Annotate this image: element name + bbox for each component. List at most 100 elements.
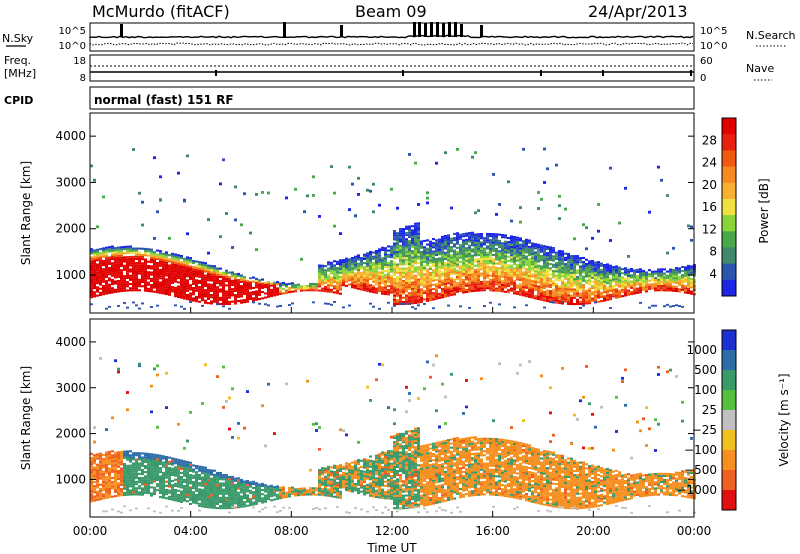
heatmap-cell	[447, 282, 450, 285]
heatmap-cell	[633, 275, 636, 278]
heatmap-cell	[132, 276, 135, 279]
heatmap-cell	[477, 268, 480, 271]
heatmap-cell	[213, 480, 216, 483]
heatmap-cell	[258, 487, 261, 490]
heatmap-cell	[303, 493, 306, 496]
heatmap-cell	[468, 290, 471, 293]
heatmap-cell	[189, 496, 192, 499]
heatmap-cell	[498, 252, 501, 255]
heatmap-cell	[384, 284, 387, 287]
heatmap-cell	[159, 471, 162, 474]
heatmap-cell	[162, 461, 165, 464]
heatmap-cell	[195, 289, 198, 292]
heatmap-cell	[270, 499, 273, 502]
heatmap-cell	[384, 286, 387, 289]
heatmap-cell	[183, 280, 186, 283]
heatmap-cell	[486, 241, 489, 244]
heatmap-cell	[153, 290, 156, 293]
heatmap-cell	[531, 269, 534, 272]
heatmap-cell	[192, 499, 195, 502]
heatmap-cell	[111, 291, 114, 294]
heatmap-cell	[288, 487, 291, 490]
heatmap-cell	[465, 249, 468, 252]
heatmap-cell	[102, 487, 105, 490]
heatmap-cell	[555, 293, 558, 296]
heatmap-cell	[159, 469, 162, 472]
heatmap-cell	[585, 300, 588, 303]
heatmap-cell	[156, 464, 159, 467]
heatmap-cell	[537, 298, 540, 301]
heatmap-cell	[330, 270, 333, 273]
heatmap-cell	[114, 464, 117, 467]
heatmap-cell	[432, 254, 435, 257]
heatmap-cell	[216, 280, 219, 283]
heatmap-cell	[243, 497, 246, 500]
heatmap-cell	[357, 273, 360, 276]
heatmap-cell	[129, 477, 132, 480]
heatmap-cell	[258, 289, 261, 292]
heatmap-cell	[348, 275, 351, 278]
heatmap-cell	[186, 268, 189, 271]
heatmap-cell	[219, 496, 222, 499]
heatmap-cell	[150, 480, 153, 483]
heatmap-cell	[135, 253, 138, 256]
heatmap-cell	[453, 264, 456, 267]
heatmap-cell	[396, 248, 399, 251]
heatmap-cell	[675, 271, 678, 274]
heatmap-cell	[192, 287, 195, 290]
heatmap-cell	[135, 270, 138, 273]
heatmap-cell	[312, 301, 315, 304]
heatmap-cell	[144, 283, 147, 286]
heatmap-cell	[99, 483, 102, 486]
heatmap-cell	[690, 225, 693, 229]
heatmap-cell	[159, 496, 162, 499]
heatmap-cell	[120, 455, 123, 458]
heatmap-cell	[597, 275, 600, 278]
heatmap-cell	[552, 274, 555, 277]
heatmap-cell	[114, 490, 117, 493]
heatmap-cell	[396, 271, 399, 274]
heatmap-cell	[651, 287, 654, 290]
heatmap-cell	[405, 279, 408, 282]
heatmap-cell	[558, 252, 561, 255]
heatmap-cell	[564, 256, 567, 259]
heatmap-cell	[330, 290, 333, 293]
heatmap-cell	[408, 267, 411, 270]
heatmap-cell	[456, 148, 459, 151]
heatmap-cell	[147, 490, 150, 493]
heatmap-cell	[222, 492, 225, 495]
heatmap-cell	[183, 259, 186, 262]
heatmap-cell	[552, 265, 555, 268]
freq-tick-top: 18	[73, 56, 86, 67]
heatmap-cell	[504, 251, 507, 254]
heatmap-cell	[477, 277, 480, 280]
heatmap-cell	[381, 282, 384, 285]
heatmap-cell	[471, 290, 474, 293]
heatmap-cell	[489, 251, 492, 254]
heatmap-cell	[381, 248, 384, 251]
heatmap-cell	[597, 284, 600, 287]
heatmap-cell	[126, 258, 129, 261]
heatmap-cell	[465, 257, 468, 260]
heatmap-cell	[552, 282, 555, 285]
heatmap-cell	[144, 266, 147, 269]
heatmap-cell	[318, 264, 321, 267]
heatmap-cell	[210, 285, 213, 288]
heatmap-cell	[609, 273, 612, 276]
heatmap-cell	[582, 277, 585, 280]
heatmap-cell	[636, 277, 639, 280]
heatmap-cell	[636, 270, 639, 273]
heatmap-cell	[414, 256, 417, 259]
heatmap-cell	[201, 290, 204, 293]
heatmap-cell	[339, 292, 342, 295]
heatmap-cell	[138, 462, 141, 465]
heatmap-cell	[153, 237, 156, 240]
heatmap-cell	[171, 252, 174, 255]
heatmap-cell	[189, 267, 192, 270]
heatmap-cell	[114, 247, 117, 250]
heatmap-cell	[552, 249, 555, 252]
heatmap-cell	[258, 483, 261, 486]
heatmap-cell	[225, 269, 228, 272]
heatmap-cell	[96, 273, 99, 276]
heatmap-cell	[609, 277, 612, 280]
